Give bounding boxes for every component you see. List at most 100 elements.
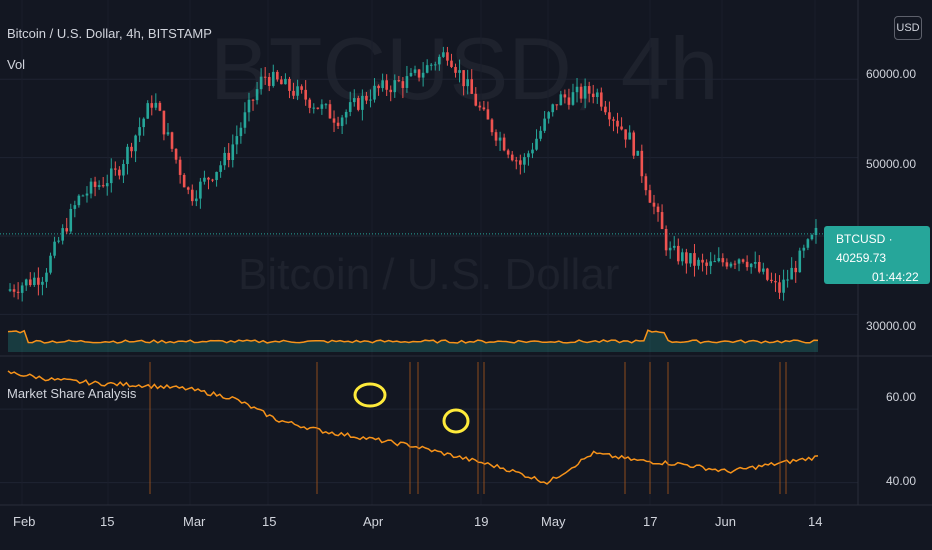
candle-body	[162, 110, 166, 135]
description-watermark: Bitcoin / U.S. Dollar	[238, 250, 620, 299]
candle-body	[685, 252, 688, 264]
candle-body	[357, 98, 360, 110]
candle-body	[158, 102, 162, 111]
candle-body	[676, 245, 680, 262]
candle-body	[199, 181, 202, 199]
candle-body	[166, 132, 170, 135]
candle-body	[409, 72, 413, 77]
candle-body	[308, 99, 312, 108]
candle-body	[523, 157, 526, 165]
candle-body	[506, 150, 510, 155]
candle-body	[725, 262, 729, 267]
highlight-circle	[353, 382, 387, 408]
candle-body	[474, 93, 478, 106]
candle-body	[519, 160, 522, 165]
volume-area	[8, 330, 818, 352]
candle-body	[263, 76, 267, 78]
time-tick: May	[541, 514, 566, 529]
candle-body	[587, 86, 591, 94]
indicator-label[interactable]: Market Share Analysis	[7, 386, 137, 401]
candle-body	[470, 79, 474, 94]
candle-body	[397, 80, 401, 82]
candle-body	[109, 168, 113, 184]
candle-body	[794, 267, 798, 273]
candle-body	[243, 112, 247, 128]
candle-body	[612, 119, 615, 121]
candle-body	[344, 111, 348, 118]
last-price-value: BTCUSD · 40259.73	[836, 232, 893, 265]
candle-body	[280, 79, 283, 85]
candle-body	[458, 70, 461, 73]
candle-body	[502, 137, 506, 151]
candle-body	[93, 181, 97, 187]
candle-body	[203, 177, 206, 182]
candle-body	[514, 160, 518, 162]
candle-body	[429, 64, 433, 66]
indicator-tick: 40.00	[885, 474, 916, 488]
candle-body	[790, 267, 793, 280]
candle-body	[535, 138, 538, 150]
candle-body	[227, 152, 231, 161]
candle-body	[178, 159, 182, 175]
candle-body	[689, 253, 692, 264]
candle-body	[251, 99, 255, 101]
candle-body	[527, 153, 530, 158]
candle-body	[134, 135, 137, 152]
candle-body	[49, 255, 52, 273]
candle-body	[138, 127, 141, 136]
candle-body	[425, 65, 429, 73]
candle-body	[442, 52, 445, 57]
candle-body	[450, 60, 453, 67]
candle-body	[608, 112, 611, 120]
candle-body	[709, 261, 712, 266]
candle-body	[130, 146, 133, 152]
candle-body	[223, 152, 226, 166]
candle-body	[531, 149, 534, 154]
indicator-tick: 60.00	[885, 390, 916, 404]
candle-body	[668, 247, 672, 251]
candle-body	[656, 206, 660, 213]
candle-body	[389, 89, 393, 93]
candle-body	[126, 146, 129, 165]
candle-body	[806, 239, 810, 248]
candle-body	[340, 117, 344, 126]
candle-body	[174, 148, 178, 160]
candle-body	[413, 69, 417, 73]
candle-body	[8, 289, 12, 291]
time-tick: Mar	[183, 514, 206, 529]
candle-body	[57, 240, 60, 242]
candle-body	[373, 85, 376, 100]
candle-body	[733, 263, 737, 265]
candle-body	[259, 76, 263, 90]
volume-label[interactable]: Vol	[7, 57, 26, 72]
time-tick: Jun	[715, 514, 736, 529]
candle-body	[324, 104, 328, 106]
candle-body	[292, 90, 295, 96]
candle-body	[190, 189, 194, 202]
candle-body	[33, 277, 36, 286]
candle-body	[701, 259, 704, 263]
candle-body	[393, 80, 397, 93]
volume-ma-line	[7, 329, 819, 344]
candle-body	[438, 56, 441, 65]
candle-body	[16, 291, 20, 293]
candle-body	[575, 86, 579, 93]
currency-button[interactable]: USD	[894, 16, 922, 40]
candle-body	[105, 183, 109, 187]
candle-body	[555, 104, 559, 106]
candle-body	[778, 282, 781, 293]
time-tick: 15	[100, 514, 115, 529]
candle-body	[219, 165, 222, 172]
candle-body	[802, 247, 806, 251]
candle-body	[782, 279, 785, 293]
candle-body	[757, 262, 761, 272]
candle-body	[644, 176, 648, 191]
candle-body	[446, 52, 449, 61]
candle-body	[745, 261, 749, 268]
candle-body	[571, 92, 575, 105]
candle-body	[693, 253, 696, 266]
price-tick: 60000.00	[865, 67, 916, 81]
symbol-title[interactable]: Bitcoin / U.S. Dollar, 4h, BITSTAMP	[7, 26, 212, 41]
